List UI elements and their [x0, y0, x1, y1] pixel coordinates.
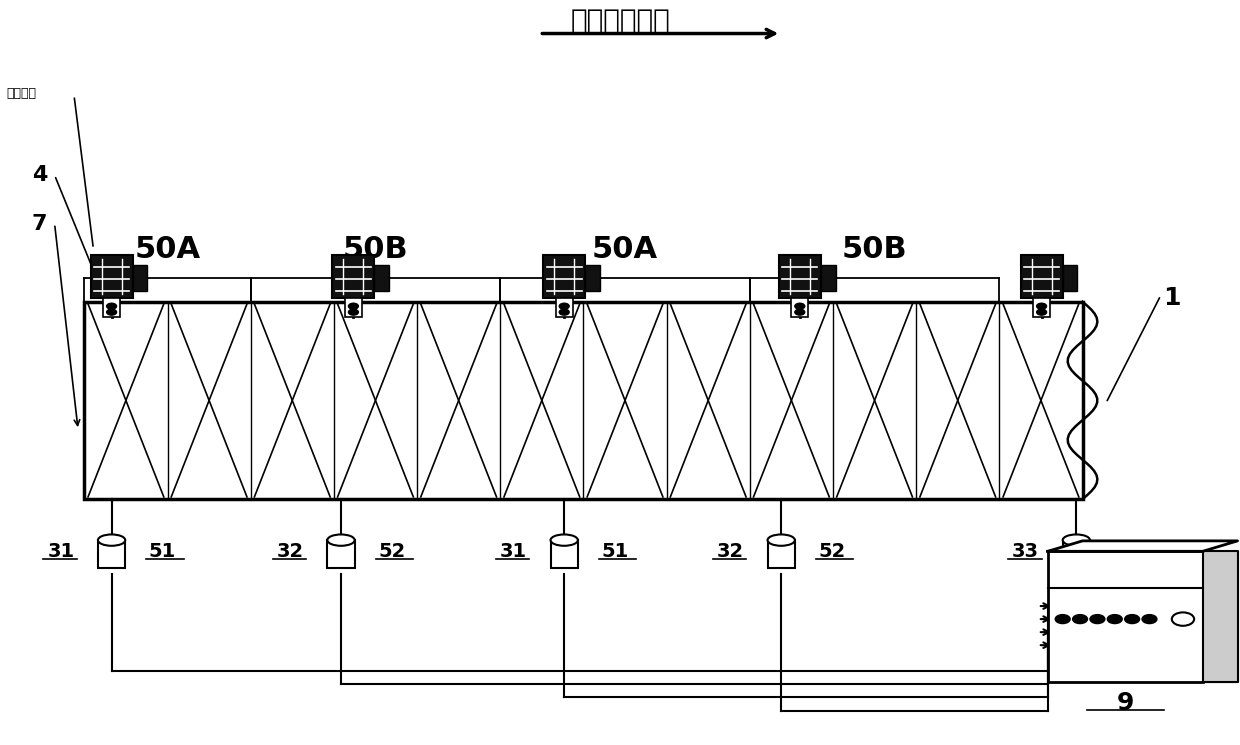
Circle shape — [1090, 615, 1105, 624]
Text: 7: 7 — [32, 214, 47, 233]
Bar — [791, 298, 808, 317]
Ellipse shape — [768, 534, 795, 546]
Text: 52: 52 — [818, 542, 846, 561]
Text: 50A: 50A — [134, 235, 201, 264]
Bar — [1063, 540, 1090, 568]
Ellipse shape — [98, 534, 125, 546]
Bar — [103, 298, 120, 317]
Text: 4: 4 — [32, 165, 47, 185]
Text: 31: 31 — [47, 542, 74, 561]
Bar — [779, 255, 821, 298]
Bar — [551, 540, 578, 568]
Bar — [585, 264, 600, 291]
Circle shape — [348, 303, 358, 309]
Polygon shape — [1203, 551, 1238, 682]
Circle shape — [795, 309, 805, 315]
Bar — [345, 298, 362, 317]
Circle shape — [1125, 615, 1140, 624]
Text: 32: 32 — [277, 542, 304, 561]
Bar — [98, 540, 125, 568]
Bar — [556, 298, 573, 317]
Text: 板坯运行方向: 板坯运行方向 — [570, 7, 670, 35]
Text: 51: 51 — [149, 542, 176, 561]
Text: 33: 33 — [1012, 542, 1039, 561]
Circle shape — [107, 309, 117, 315]
Circle shape — [559, 303, 569, 309]
Bar — [327, 540, 355, 568]
Circle shape — [559, 309, 569, 315]
Bar — [1033, 298, 1050, 317]
Bar — [84, 302, 1083, 499]
Circle shape — [1037, 303, 1047, 309]
Text: 9: 9 — [1116, 691, 1135, 714]
Text: 50B: 50B — [842, 235, 908, 264]
Text: 变频电机: 变频电机 — [6, 86, 36, 100]
Bar — [1048, 551, 1203, 682]
Ellipse shape — [551, 534, 578, 546]
Text: 1: 1 — [1163, 286, 1180, 310]
Bar — [332, 255, 374, 298]
Text: 32: 32 — [717, 542, 744, 561]
Bar — [91, 255, 133, 298]
Circle shape — [348, 309, 358, 315]
Bar — [1063, 264, 1078, 291]
Ellipse shape — [1063, 534, 1090, 546]
Circle shape — [1055, 615, 1070, 624]
Text: 31: 31 — [500, 542, 527, 561]
Ellipse shape — [327, 534, 355, 546]
Text: 50B: 50B — [342, 235, 408, 264]
Bar — [821, 264, 836, 291]
Circle shape — [795, 303, 805, 309]
Bar — [543, 255, 585, 298]
Bar — [133, 264, 148, 291]
Circle shape — [1073, 615, 1087, 624]
Circle shape — [1172, 612, 1194, 626]
Text: 52: 52 — [378, 542, 405, 561]
Circle shape — [1107, 615, 1122, 624]
Bar — [374, 264, 389, 291]
Bar — [1021, 255, 1063, 298]
Circle shape — [107, 303, 117, 309]
Circle shape — [1037, 309, 1047, 315]
Text: 50A: 50A — [591, 235, 658, 264]
Bar — [768, 540, 795, 568]
Text: 51: 51 — [601, 542, 629, 561]
Polygon shape — [1048, 541, 1238, 551]
Circle shape — [1142, 615, 1157, 624]
